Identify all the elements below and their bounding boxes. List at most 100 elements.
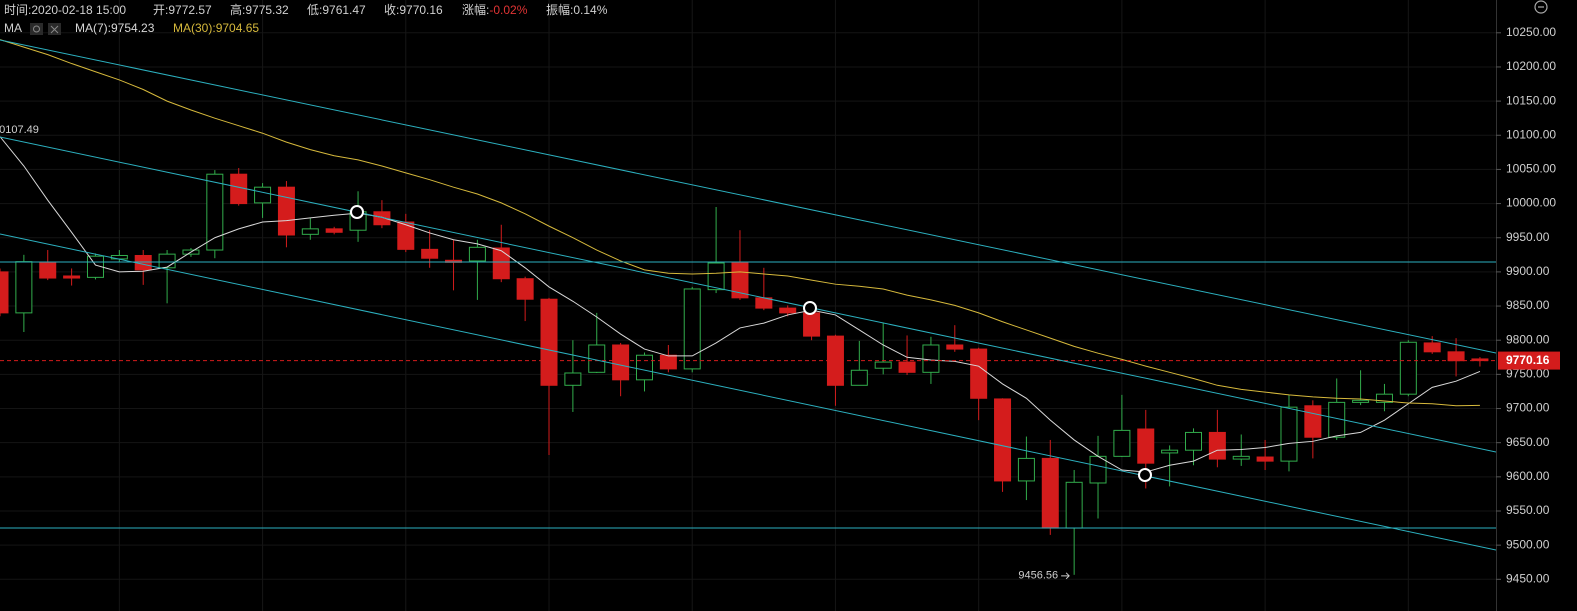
- low-marker-label: 9456.56: [1018, 570, 1058, 582]
- y-tick-label: 10000.00: [1506, 196, 1556, 210]
- settings-icon-glyph: [33, 25, 40, 33]
- candle-body: [1041, 457, 1059, 529]
- high-field: 高:9775.32: [230, 2, 289, 17]
- high-marker-label: 10107.49: [0, 124, 39, 136]
- value: 0.14%: [573, 3, 607, 17]
- candle-body: [1375, 393, 1393, 403]
- candle-body: [325, 228, 343, 233]
- y-tick-label: 9950.00: [1506, 230, 1550, 244]
- y-tick-label: 9450.00: [1506, 571, 1550, 585]
- settings-icon[interactable]: [30, 23, 43, 35]
- candle-body: [468, 246, 486, 262]
- change-field: 涨幅:-0.02%: [462, 2, 528, 17]
- trend-line: [0, 39, 1496, 354]
- trend-line: [0, 233, 1496, 551]
- value: 9761.47: [322, 3, 366, 17]
- candle-body: [1352, 399, 1370, 403]
- candle-body: [516, 278, 534, 300]
- candle-body: [86, 255, 104, 278]
- label: 振幅:: [546, 2, 573, 17]
- label: 涨幅:: [462, 2, 489, 17]
- candle-body: [206, 173, 224, 251]
- candle-body: [970, 348, 988, 399]
- candle-body: [39, 262, 57, 279]
- ma-settings[interactable]: [30, 23, 43, 35]
- y-tick-label: 9800.00: [1506, 332, 1550, 346]
- candle-body: [1280, 406, 1298, 462]
- close-field: 收:9770.16: [384, 3, 443, 17]
- low-marker-arrow: [1061, 572, 1070, 580]
- legend-value: 9754.23: [111, 21, 155, 35]
- candle-body: [898, 361, 916, 373]
- y-tick-label: 9750.00: [1506, 367, 1550, 381]
- ma-close[interactable]: [48, 23, 61, 35]
- candle-body: [659, 354, 677, 370]
- label: 收:: [384, 3, 399, 17]
- ma-legend: MA(30):9704.65: [173, 21, 259, 35]
- price-tag: [1498, 351, 1560, 370]
- candle-body: [158, 253, 176, 269]
- plot-layer: 10107.49: [0, 39, 1496, 575]
- candle-body: [1399, 341, 1417, 395]
- label: 开:: [153, 3, 168, 17]
- candle-body: [874, 361, 892, 369]
- ma-line: [0, 39, 1480, 407]
- candle-body: [373, 211, 391, 226]
- open-field: 开:9772.57: [153, 3, 212, 17]
- candle-body: [254, 186, 272, 204]
- label: 低:: [307, 3, 322, 17]
- legend-name: MA(30):: [173, 21, 216, 35]
- candle-body: [946, 344, 964, 350]
- candle-body: [0, 271, 9, 314]
- value: 9775.32: [245, 3, 289, 17]
- candle-body: [492, 247, 510, 280]
- candle-body: [540, 298, 558, 386]
- anchor-point[interactable]: [803, 301, 817, 315]
- legend-value: 9704.65: [216, 21, 260, 35]
- time-field: 时间:2020-02-18 15:00: [4, 3, 126, 17]
- value: 9770.16: [399, 3, 443, 17]
- candle-body: [421, 248, 439, 259]
- candle-body: [683, 288, 701, 370]
- trend-line: [0, 136, 1496, 453]
- candle-body: [1065, 481, 1083, 529]
- anchor-point[interactable]: [1138, 468, 1152, 482]
- zoom-button[interactable]: [1534, 0, 1548, 14]
- y-tick-label: 10150.00: [1506, 93, 1556, 107]
- ma-legend: MA(7):9754.23: [75, 21, 155, 35]
- zoom-icon[interactable]: [1534, 0, 1548, 14]
- candle-body: [1113, 429, 1131, 457]
- value: 2020-02-18 15:00: [31, 3, 126, 17]
- candle-body: [1423, 342, 1441, 353]
- candle-body: [850, 369, 868, 386]
- candle-body: [1208, 431, 1226, 460]
- candle-body: [15, 261, 33, 314]
- candle-body: [63, 275, 81, 279]
- candle-body: [1161, 449, 1179, 454]
- candle-body: [922, 344, 940, 373]
- y-tick-label: 9500.00: [1506, 537, 1550, 551]
- ma-label: MA: [4, 21, 22, 35]
- candle-body: [1304, 405, 1322, 438]
- candle-body: [707, 262, 725, 291]
- drawings: [0, 39, 1496, 551]
- anchor-point[interactable]: [350, 205, 364, 219]
- label: 时间:: [4, 3, 31, 17]
- y-tick-label: 10200.00: [1506, 59, 1556, 73]
- candle-body: [1232, 455, 1250, 460]
- candle-body: [1447, 351, 1465, 362]
- y-tick-label: 10250.00: [1506, 25, 1556, 39]
- candle-body: [612, 344, 630, 381]
- candle-body: [1017, 457, 1035, 482]
- candle-body: [803, 312, 821, 337]
- candle-body: [301, 228, 319, 235]
- legend-name: MA(7):: [75, 21, 111, 35]
- ma-line: [0, 136, 1481, 473]
- label: 高:: [230, 2, 245, 17]
- close-icon-glyph: [50, 25, 59, 34]
- amplitude-field: 振幅:0.14%: [546, 2, 608, 17]
- y-tick-label: 9900.00: [1506, 264, 1550, 278]
- candle-body: [1089, 455, 1107, 484]
